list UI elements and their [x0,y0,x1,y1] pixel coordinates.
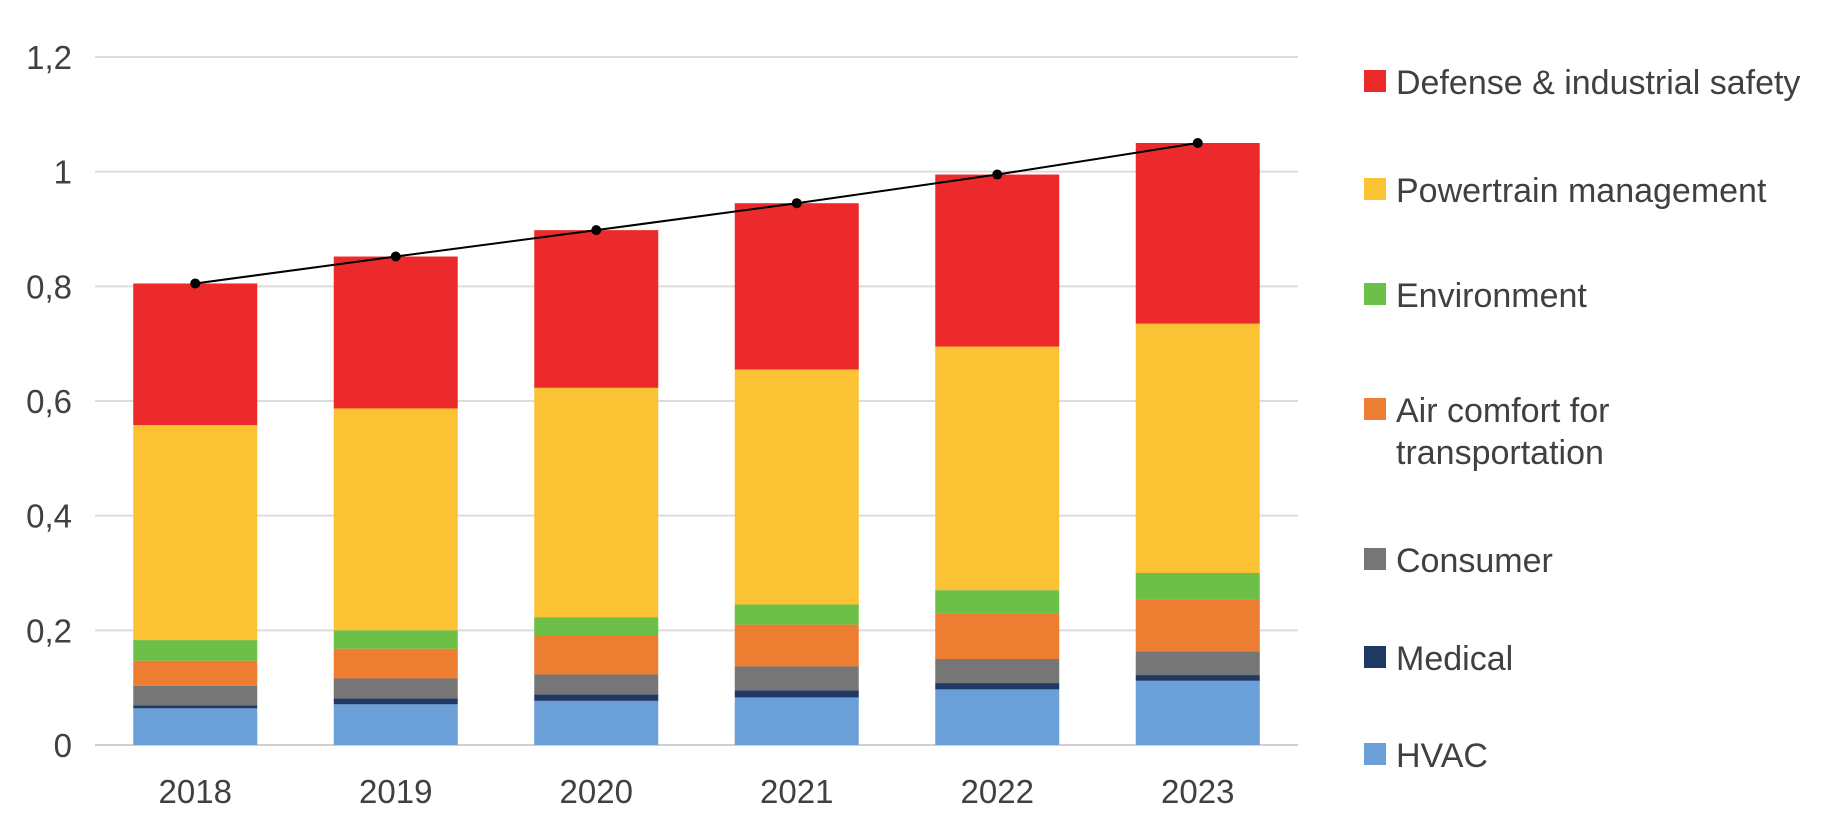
bar-segment-environment [133,640,258,661]
total-line-path [195,142,1198,285]
bar-segment-consumer [734,666,859,691]
bar-segment-hvac [1135,680,1260,745]
y-tick-label: 0,2 [26,612,72,649]
bar-segment-hvac [133,708,258,745]
bar-segment-environment [1135,573,1260,600]
bar-segment-hvac [333,704,458,745]
total-line [190,138,1203,289]
x-axis-ticks: 2018 2019 2020 2021 2022 2023 [159,773,1235,810]
y-tick-label: 1,2 [26,39,72,76]
bar-segment-defense-industrial-safety [133,283,258,426]
x-tick-label: 2021 [760,773,833,810]
bar-segment-air-comfort-for-transportation [935,613,1060,659]
y-axis-ticks: 0 0,2 0,4 0,6 0,8 1 1,2 [26,39,72,764]
bar-segment-medical [333,698,458,705]
bar-segment-consumer [333,678,458,699]
y-tick-label: 0,6 [26,383,72,420]
bar-segment-defense-industrial-safety [534,230,659,388]
bar-segment-consumer [935,659,1060,684]
legend-swatch [1364,398,1386,420]
legend-label-line: transportation [1396,434,1604,472]
bar-segment-defense-industrial-safety [935,174,1060,347]
legend-swatch [1364,548,1386,570]
bar-segment-hvac [734,697,859,745]
y-tick-label: 1 [54,154,72,191]
bar-segment-powertrain-management [333,408,458,631]
legend-label: Powertrain management [1396,172,1767,210]
bar-segment-medical [133,705,258,709]
legend-label-line: Powertrain management [1396,172,1767,210]
bar-segment-hvac [935,689,1060,745]
bar-segment-powertrain-management [935,346,1060,591]
bar-segment-medical [935,683,1060,690]
legend-swatch [1364,70,1386,92]
bar-segment-powertrain-management [534,387,659,618]
legend-label: HVAC [1396,737,1488,775]
bar-segment-consumer [534,674,659,695]
legend-label: Environment [1396,277,1587,315]
legend-swatch [1364,283,1386,305]
bar-segment-defense-industrial-safety [734,203,859,370]
legend-label: Defense & industrial safety [1396,64,1800,102]
total-line-point [791,198,802,209]
legend-label: Air comfort for transportation [1396,392,1609,472]
total-line-point [390,251,401,262]
bar-segment-consumer [133,685,258,706]
bar-segment-environment [534,617,659,636]
bars [133,143,1260,745]
x-tick-label: 2023 [1161,773,1234,810]
legend: Defense & industrial safety Powertrain ma… [1364,64,1800,775]
legend-label-line: Defense & industrial safety [1396,64,1800,102]
legend-label-line: Air comfort for [1396,392,1609,430]
legend-label: Consumer [1396,542,1553,580]
bar-segment-powertrain-management [133,425,258,641]
bar-segment-air-comfort-for-transportation [1135,599,1260,652]
x-tick-label: 2020 [560,773,633,810]
y-tick-label: 0 [54,727,72,764]
legend-swatch [1364,178,1386,200]
x-tick-label: 2018 [159,773,232,810]
x-tick-label: 2022 [961,773,1034,810]
legend-label-line: Consumer [1396,542,1553,580]
bar-segment-environment [935,590,1060,614]
legend-label-line: Medical [1396,640,1513,678]
legend-swatch [1364,646,1386,668]
bar-segment-air-comfort-for-transportation [534,635,659,675]
legend-label-line: HVAC [1396,737,1488,775]
x-tick-label: 2019 [359,773,432,810]
y-tick-label: 0,8 [26,268,72,305]
bar-segment-consumer [1135,651,1260,676]
bar-segment-hvac [534,700,659,745]
bar-segment-air-comfort-for-transportation [734,624,859,667]
bar-segment-air-comfort-for-transportation [333,648,458,679]
bar-segment-powertrain-management [1135,323,1260,573]
bar-segment-medical [534,694,659,701]
total-line-point [992,169,1003,180]
bar-segment-medical [734,690,859,698]
bar-segment-medical [1135,675,1260,681]
bar-segment-defense-industrial-safety [333,256,458,409]
legend-label: Medical [1396,640,1513,678]
total-line-point [1192,138,1203,148]
gridlines [95,56,1298,746]
total-line-point [190,278,201,289]
bar-segment-environment [734,604,859,625]
y-tick-label: 0,4 [26,498,72,535]
bar-segment-powertrain-management [734,369,859,605]
total-line-point [591,225,602,236]
bar-segment-defense-industrial-safety [1135,143,1260,324]
bar-segment-air-comfort-for-transportation [133,660,258,686]
legend-swatch [1364,743,1386,765]
legend-label-line: Environment [1396,277,1587,315]
bar-segment-environment [333,630,458,649]
